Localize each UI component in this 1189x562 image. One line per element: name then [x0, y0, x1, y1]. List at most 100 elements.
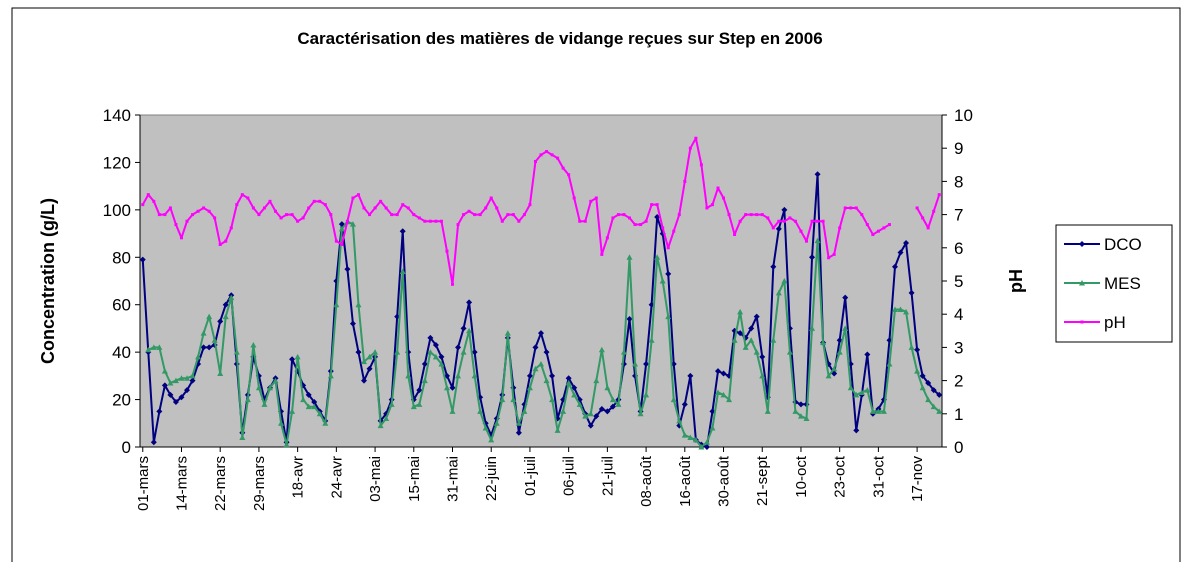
data-point	[694, 136, 698, 140]
data-point	[809, 254, 816, 261]
data-point	[925, 379, 932, 386]
data-point	[814, 237, 821, 244]
data-point	[184, 387, 191, 394]
data-point	[305, 391, 312, 398]
data-point	[268, 199, 272, 203]
data-point	[587, 410, 594, 417]
data-point	[500, 219, 504, 223]
x-tick-label: 14-mars	[173, 456, 190, 511]
data-point	[189, 377, 196, 384]
x-tick-label: 06-juil	[561, 456, 578, 496]
y2-tick-label: 0	[954, 438, 963, 457]
data-point	[211, 337, 218, 343]
data-point	[266, 384, 273, 391]
data-point	[799, 229, 803, 233]
x-tick-label: 08-août	[638, 455, 655, 507]
data-point	[654, 254, 661, 260]
data-point	[262, 206, 266, 210]
data-point	[594, 196, 598, 200]
data-point	[312, 199, 316, 203]
data-point	[659, 278, 666, 284]
data-point	[222, 313, 229, 320]
data-point	[185, 219, 189, 223]
data-point	[200, 330, 207, 336]
data-point	[432, 353, 439, 360]
data-point	[372, 349, 379, 355]
data-point	[156, 408, 163, 415]
data-point	[688, 146, 692, 150]
x-tick-label: 15-mai	[406, 456, 423, 502]
data-point	[793, 219, 797, 223]
y-tick-label: 60	[112, 296, 131, 315]
data-point	[731, 337, 738, 343]
data-point	[677, 213, 681, 217]
data-point	[626, 315, 633, 322]
data-point	[545, 150, 549, 154]
data-point	[395, 213, 399, 217]
data-point	[240, 193, 244, 197]
data-point	[753, 313, 760, 320]
data-point	[858, 389, 865, 395]
data-point	[838, 226, 842, 230]
data-point	[782, 219, 786, 223]
data-point	[556, 156, 560, 160]
data-point	[644, 219, 648, 223]
data-point	[206, 313, 213, 320]
data-point	[522, 213, 526, 217]
data-point	[853, 391, 860, 398]
data-point	[526, 372, 533, 379]
x-tick-label: 22-juin	[483, 456, 500, 501]
data-point	[296, 219, 300, 223]
data-point	[936, 391, 943, 398]
data-point	[206, 344, 213, 351]
y2-tick-label: 8	[954, 172, 963, 191]
data-point	[849, 206, 853, 210]
data-point	[538, 330, 544, 337]
data-point	[294, 353, 301, 360]
data-point	[742, 344, 749, 350]
data-point	[897, 306, 904, 312]
data-point	[451, 282, 455, 286]
data-point	[157, 213, 161, 217]
data-point	[908, 344, 915, 350]
data-point	[351, 196, 355, 200]
data-point	[222, 301, 229, 308]
data-point	[748, 325, 755, 332]
y2-tick-label: 6	[954, 239, 963, 258]
data-point	[289, 408, 296, 414]
data-point	[517, 219, 521, 223]
data-point	[633, 223, 637, 227]
x-tick-label: 18-avr	[290, 456, 307, 499]
data-point	[366, 353, 373, 360]
data-point	[515, 429, 522, 436]
data-point	[781, 278, 788, 284]
legend-marker	[1080, 320, 1084, 324]
data-point	[515, 420, 522, 426]
data-point	[139, 256, 146, 263]
data-point	[609, 403, 616, 410]
data-point	[733, 233, 737, 237]
data-point	[178, 375, 185, 381]
data-point	[421, 361, 428, 367]
legend-label: DCO	[1104, 235, 1142, 254]
data-point	[820, 339, 827, 346]
data-point	[714, 368, 721, 375]
data-point	[932, 209, 936, 213]
data-point	[593, 413, 600, 420]
data-point	[737, 330, 744, 337]
data-point	[179, 236, 183, 240]
data-point	[720, 370, 727, 377]
data-point	[218, 242, 222, 246]
y2-tick-label: 9	[954, 139, 963, 158]
data-point	[869, 408, 876, 414]
data-point	[821, 219, 825, 223]
data-point	[786, 349, 793, 355]
data-point	[506, 213, 510, 217]
data-point	[650, 203, 654, 207]
data-point	[698, 444, 705, 450]
data-point	[880, 408, 887, 414]
data-point	[145, 346, 152, 353]
y-tick-label: 20	[112, 391, 131, 410]
data-point	[616, 213, 620, 217]
